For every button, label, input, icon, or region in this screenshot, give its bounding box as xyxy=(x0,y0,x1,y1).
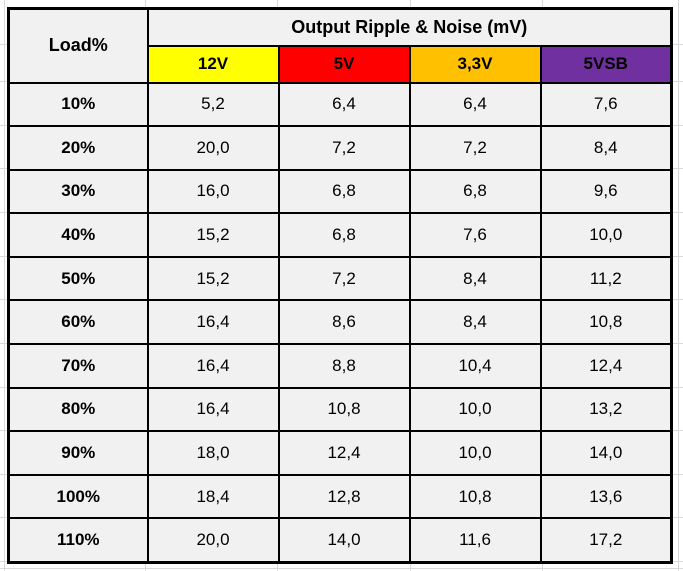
value-cell: 5,2 xyxy=(146,81,280,128)
value-cell: 7,6 xyxy=(408,212,542,258)
value-cell: 9,6 xyxy=(539,168,673,215)
value-cell: 6,4 xyxy=(277,81,411,128)
value-cell: 20,0 xyxy=(146,517,280,564)
column-header-5vsb: 5VSB xyxy=(539,44,673,84)
column-header-12v: 12V xyxy=(146,44,280,84)
value-cell: 18,4 xyxy=(146,473,280,520)
value-cell: 7,2 xyxy=(277,255,411,302)
value-cell: 10,0 xyxy=(408,430,542,476)
table-title-header: Output Ripple & Noise (mV) xyxy=(146,7,673,47)
value-cell: 16,4 xyxy=(146,343,280,389)
value-cell: 10,8 xyxy=(408,473,542,520)
table-row: 60% 16,4 8,6 8,4 10,8 xyxy=(7,299,673,346)
ripple-noise-table: Load% Output Ripple & Noise (mV) 12V 5V … xyxy=(7,7,673,564)
value-cell: 16,4 xyxy=(146,386,280,433)
value-cell: 8,4 xyxy=(408,299,542,346)
value-cell: 6,8 xyxy=(277,212,411,258)
table-row: 50% 15,2 7,2 8,4 11,2 xyxy=(7,255,673,302)
table-row: 80% 16,4 10,8 10,0 13,2 xyxy=(7,386,673,433)
value-cell: 12,4 xyxy=(277,430,411,476)
value-cell: 11,2 xyxy=(539,255,673,302)
value-cell: 15,2 xyxy=(146,212,280,258)
value-cell: 16,0 xyxy=(146,168,280,215)
load-cell: 40% xyxy=(7,212,149,258)
value-cell: 6,4 xyxy=(408,81,542,128)
value-cell: 6,8 xyxy=(277,168,411,215)
value-cell: 10,0 xyxy=(539,212,673,258)
value-cell: 7,2 xyxy=(277,125,411,171)
load-cell: 70% xyxy=(7,343,149,389)
table-row: 20% 20,0 7,2 7,2 8,4 xyxy=(7,125,673,171)
load-cell: 50% xyxy=(7,255,149,302)
value-cell: 7,6 xyxy=(539,81,673,128)
spreadsheet-gridline xyxy=(4,0,5,571)
value-cell: 16,4 xyxy=(146,299,280,346)
spreadsheet-gridline xyxy=(678,0,679,571)
load-cell: 20% xyxy=(7,125,149,171)
load-cell: 60% xyxy=(7,299,149,346)
value-cell: 12,8 xyxy=(277,473,411,520)
value-cell: 15,2 xyxy=(146,255,280,302)
value-cell: 13,2 xyxy=(539,386,673,433)
column-header-5v: 5V xyxy=(277,44,411,84)
value-cell: 17,2 xyxy=(539,517,673,564)
load-cell: 10% xyxy=(7,81,149,128)
value-cell: 8,8 xyxy=(277,343,411,389)
load-cell: 30% xyxy=(7,168,149,215)
value-cell: 8,6 xyxy=(277,299,411,346)
value-cell: 12,4 xyxy=(539,343,673,389)
value-cell: 11,6 xyxy=(408,517,542,564)
table-row: 90% 18,0 12,4 10,0 14,0 xyxy=(7,430,673,476)
spreadsheet-gridline xyxy=(0,568,683,569)
value-cell: 10,0 xyxy=(408,386,542,433)
column-header-3v3: 3,3V xyxy=(408,44,542,84)
value-cell: 13,6 xyxy=(539,473,673,520)
table-row: 70% 16,4 8,8 10,4 12,4 xyxy=(7,343,673,389)
table-header-row-rails: 12V 5V 3,3V 5VSB xyxy=(9,44,673,84)
load-column-header: Load% xyxy=(7,7,149,84)
load-cell: 80% xyxy=(7,386,149,433)
value-cell: 10,8 xyxy=(277,386,411,433)
load-cell: 90% xyxy=(7,430,149,476)
value-cell: 8,4 xyxy=(539,125,673,171)
value-cell: 18,0 xyxy=(146,430,280,476)
table-row: 10% 5,2 6,4 6,4 7,6 xyxy=(7,81,673,128)
table-row: 30% 16,0 6,8 6,8 9,6 xyxy=(7,168,673,215)
table-row: 110% 20,0 14,0 11,6 17,2 xyxy=(7,517,673,564)
table-row: 100% 18,4 12,8 10,8 13,6 xyxy=(7,473,673,520)
value-cell: 10,4 xyxy=(408,343,542,389)
value-cell: 14,0 xyxy=(539,430,673,476)
load-cell: 110% xyxy=(7,517,149,564)
value-cell: 7,2 xyxy=(408,125,542,171)
table-header-row-group: Load% Output Ripple & Noise (mV) xyxy=(7,7,673,84)
table-row: 40% 15,2 6,8 7,6 10,0 xyxy=(7,212,673,258)
load-cell: 100% xyxy=(7,473,149,520)
value-cell: 8,4 xyxy=(408,255,542,302)
value-cell: 10,8 xyxy=(539,299,673,346)
value-cell: 6,8 xyxy=(408,168,542,215)
value-cell: 20,0 xyxy=(146,125,280,171)
value-cell: 14,0 xyxy=(277,517,411,564)
